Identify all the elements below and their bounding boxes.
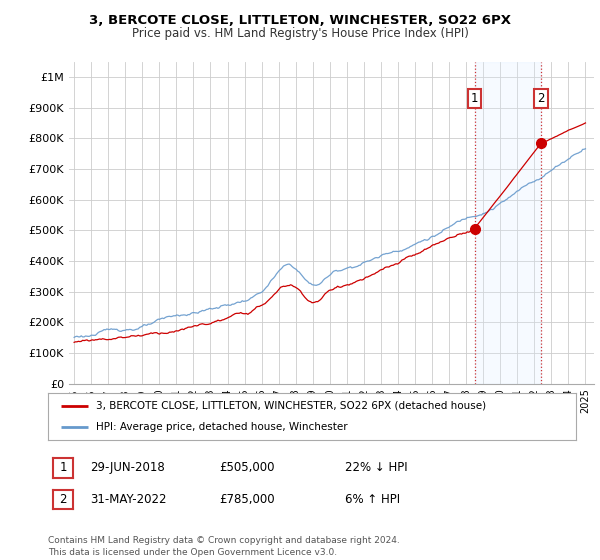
- Text: 1: 1: [471, 92, 478, 105]
- Text: 3, BERCOTE CLOSE, LITTLETON, WINCHESTER, SO22 6PX: 3, BERCOTE CLOSE, LITTLETON, WINCHESTER,…: [89, 14, 511, 27]
- Text: Contains HM Land Registry data © Crown copyright and database right 2024.
This d: Contains HM Land Registry data © Crown c…: [48, 536, 400, 557]
- Text: 1: 1: [59, 461, 67, 474]
- Text: £505,000: £505,000: [219, 461, 275, 474]
- Text: HPI: Average price, detached house, Winchester: HPI: Average price, detached house, Winc…: [95, 422, 347, 432]
- Text: £785,000: £785,000: [219, 493, 275, 506]
- Text: 2: 2: [538, 92, 545, 105]
- Text: 31-MAY-2022: 31-MAY-2022: [90, 493, 167, 506]
- Text: Price paid vs. HM Land Registry's House Price Index (HPI): Price paid vs. HM Land Registry's House …: [131, 27, 469, 40]
- Text: 22% ↓ HPI: 22% ↓ HPI: [345, 461, 407, 474]
- Text: 3, BERCOTE CLOSE, LITTLETON, WINCHESTER, SO22 6PX (detached house): 3, BERCOTE CLOSE, LITTLETON, WINCHESTER,…: [95, 400, 485, 410]
- Text: 2: 2: [59, 493, 67, 506]
- Bar: [475, 62, 541, 384]
- Text: 6% ↑ HPI: 6% ↑ HPI: [345, 493, 400, 506]
- Text: 29-JUN-2018: 29-JUN-2018: [90, 461, 165, 474]
